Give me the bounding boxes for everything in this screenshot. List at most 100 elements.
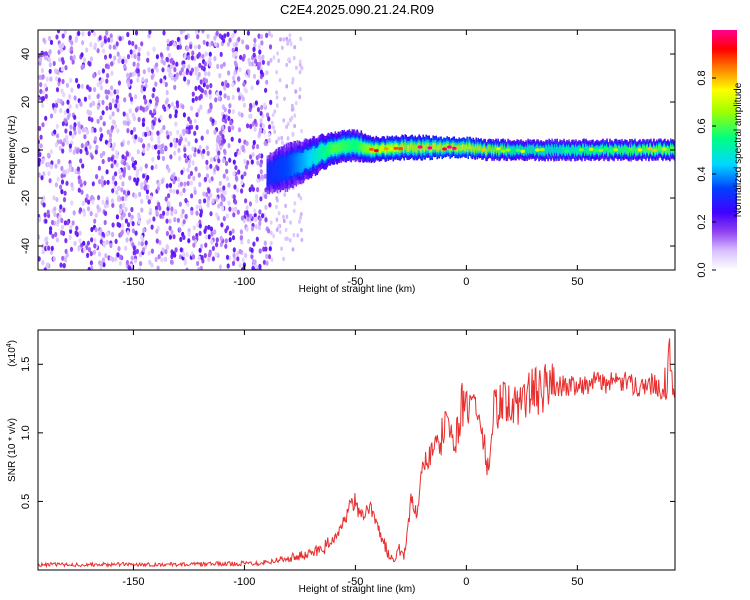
noise-cell xyxy=(293,45,297,50)
noise-cell xyxy=(248,201,253,207)
noise-cell xyxy=(83,247,87,253)
noise-cell xyxy=(167,193,171,199)
noise-cell xyxy=(148,218,152,224)
signal-cell xyxy=(281,161,284,176)
noise-cell xyxy=(215,30,219,36)
noise-cell xyxy=(154,205,159,211)
noise-cell xyxy=(88,61,92,67)
signal-cell xyxy=(462,143,464,150)
noise-cell xyxy=(165,183,169,189)
noise-cell xyxy=(214,41,218,47)
signal-cell xyxy=(544,148,546,155)
signal-cell xyxy=(327,144,330,155)
noise-cell xyxy=(125,237,129,243)
noise-cell xyxy=(96,104,100,110)
signal-cell xyxy=(356,139,359,150)
signal-peak xyxy=(603,147,609,151)
noise-cell xyxy=(175,61,179,67)
noise-cell xyxy=(130,129,134,135)
signal-cell xyxy=(340,142,343,153)
noise-cell xyxy=(167,167,171,173)
signal-cell xyxy=(556,145,558,152)
noise-cell xyxy=(286,136,290,141)
signal-cell xyxy=(389,145,392,153)
noise-cell xyxy=(178,40,182,46)
noise-cell xyxy=(224,238,228,244)
noise-cell xyxy=(285,62,289,68)
noise-cell xyxy=(55,123,59,129)
noise-cell xyxy=(228,237,232,243)
noise-cell xyxy=(96,48,100,54)
signal-cell xyxy=(557,148,559,155)
noise-cell xyxy=(119,174,123,180)
noise-cell xyxy=(173,252,177,258)
noise-cell xyxy=(133,177,137,183)
signal-cell xyxy=(315,150,318,163)
noise-cell xyxy=(141,77,145,83)
signal-cell xyxy=(319,147,322,159)
noise-cell xyxy=(200,255,204,261)
noise-cell xyxy=(187,162,191,168)
noise-cell xyxy=(245,226,249,232)
noise-cell xyxy=(105,94,109,100)
noise-cell xyxy=(168,225,172,231)
noise-cell xyxy=(107,37,111,43)
noise-cell xyxy=(213,167,217,173)
signal-peak xyxy=(393,146,399,150)
noise-cell xyxy=(115,189,119,195)
noise-cell xyxy=(165,244,170,250)
signal-peak xyxy=(500,149,506,153)
signal-cell xyxy=(345,142,348,152)
signal-peak xyxy=(369,147,374,151)
noise-cell xyxy=(104,89,108,95)
noise-cell xyxy=(89,42,93,48)
noise-cell xyxy=(75,77,79,84)
noise-cell xyxy=(189,105,194,111)
signal-cell xyxy=(344,142,347,152)
noise-cell xyxy=(144,184,148,190)
noise-cell xyxy=(132,49,136,55)
noise-cell xyxy=(150,68,154,74)
noise-cell xyxy=(176,44,180,50)
signal-cell xyxy=(602,145,604,152)
signal-peak xyxy=(515,148,521,152)
noise-cell xyxy=(209,102,213,108)
signal-cell xyxy=(574,148,576,155)
noise-cell xyxy=(211,118,215,124)
noise-cell xyxy=(68,147,72,153)
noise-cell xyxy=(198,223,202,229)
noise-cell xyxy=(253,37,257,44)
noise-cell xyxy=(158,239,162,246)
noise-cell xyxy=(51,102,56,109)
noise-cell xyxy=(111,175,115,181)
noise-cell xyxy=(207,108,211,114)
noise-cell xyxy=(79,101,83,107)
noise-cell xyxy=(276,51,279,56)
noise-cell xyxy=(197,172,201,178)
noise-cell xyxy=(167,52,171,59)
noise-cell xyxy=(134,134,138,140)
noise-cell xyxy=(269,230,273,236)
noise-cell xyxy=(38,217,42,223)
noise-cell xyxy=(285,124,288,129)
noise-cell xyxy=(191,146,195,152)
noise-cell xyxy=(49,249,54,255)
noise-cell xyxy=(263,102,267,108)
noise-cell xyxy=(175,137,179,144)
noise-cell xyxy=(182,112,186,118)
signal-cell xyxy=(465,145,467,152)
noise-cell xyxy=(292,208,296,213)
noise-cell xyxy=(250,85,254,91)
noise-cell xyxy=(179,191,183,197)
noise-cell xyxy=(142,86,146,92)
noise-cell xyxy=(156,265,160,270)
noise-cell xyxy=(135,171,139,178)
noise-cell xyxy=(258,263,262,270)
noise-cell xyxy=(63,30,67,35)
noise-cell xyxy=(254,264,258,270)
noise-cell xyxy=(43,83,47,89)
noise-cell xyxy=(206,150,210,156)
signal-cell xyxy=(539,147,541,154)
noise-cell xyxy=(64,238,68,244)
noise-cell xyxy=(103,38,107,44)
